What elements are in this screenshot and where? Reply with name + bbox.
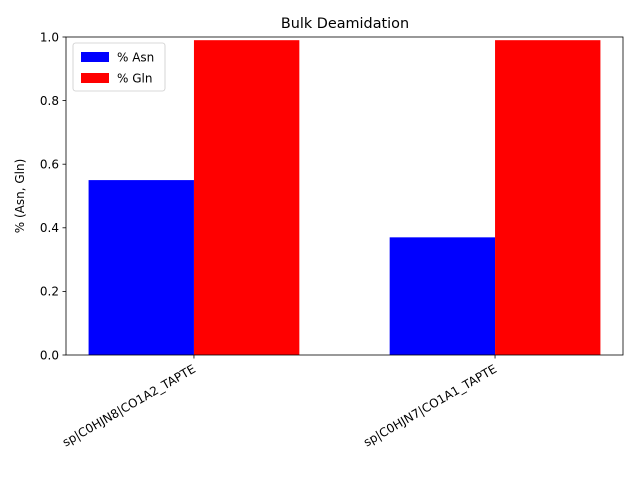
x-tick-label: sp|C0HJN7|CO1A1_TAPTE: [361, 362, 499, 450]
y-tick-label: 1.0: [40, 30, 59, 44]
legend: % Asn % Gln: [72, 42, 166, 92]
y-tick-label: 0.8: [40, 94, 59, 108]
x-tick-label: sp|C0HJN8|CO1A2_TAPTE: [60, 362, 198, 450]
y-axis-label: % (Asn, Gln): [13, 159, 27, 234]
y-axis: 0.0 0.2 0.4 0.6 0.8 1.0: [40, 30, 66, 362]
plot-frame: [65, 36, 624, 356]
legend-swatch: [81, 52, 109, 62]
legend-label: % Gln: [117, 72, 152, 86]
bar-series-1-category-1: [495, 40, 601, 356]
legend-label: % Asn: [117, 51, 154, 65]
bar-series-0-category-1: [389, 237, 496, 355]
chart-title: Bulk Deamidation: [281, 16, 409, 32]
bar-series-1-category-0: [193, 40, 300, 356]
legend-swatch: [81, 73, 109, 83]
bars-layer: [88, 40, 601, 356]
y-tick-label: 0.6: [40, 158, 59, 172]
y-tick-label: 0.0: [40, 348, 59, 362]
axes-layer: [65, 36, 624, 356]
bar-series-0-category-0: [88, 180, 194, 355]
y-tick-label: 0.2: [40, 285, 59, 299]
x-axis: sp|C0HJN8|CO1A2_TAPTE sp|C0HJN7|CO1A1_TAP…: [60, 355, 499, 450]
y-tick-label: 0.4: [40, 221, 59, 235]
